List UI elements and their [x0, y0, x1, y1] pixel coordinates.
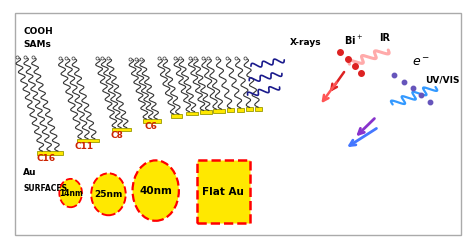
Text: IR: IR [379, 33, 390, 43]
Bar [237, 108, 244, 112]
Bar [197, 160, 250, 223]
Bar [246, 107, 253, 111]
Text: X-rays: X-rays [290, 38, 321, 47]
Bar [213, 109, 225, 113]
Text: $e^-$: $e^-$ [412, 56, 430, 69]
Text: Bi$^+$: Bi$^+$ [344, 34, 364, 47]
Text: UV/VIS: UV/VIS [425, 76, 460, 85]
Text: Flat Au: Flat Au [202, 186, 244, 197]
Bar [171, 114, 182, 118]
Text: COOH: COOH [23, 27, 53, 36]
Text: SURFACES: SURFACES [23, 184, 67, 193]
Text: C16: C16 [36, 154, 55, 163]
Bar [37, 151, 64, 155]
Bar [228, 108, 235, 112]
Text: Au: Au [23, 168, 37, 177]
Bar [255, 107, 262, 111]
Text: C8: C8 [111, 131, 124, 140]
Text: C11: C11 [75, 142, 94, 151]
Bar [143, 119, 161, 123]
Bar [186, 112, 198, 115]
Bar [112, 128, 131, 131]
Text: C6: C6 [145, 122, 157, 131]
Ellipse shape [91, 173, 126, 215]
Ellipse shape [133, 160, 179, 221]
Bar [77, 139, 100, 143]
Ellipse shape [59, 179, 82, 207]
Bar [201, 110, 212, 114]
Text: 25nm: 25nm [94, 190, 123, 199]
Text: 14nm: 14nm [59, 188, 82, 198]
Text: 40nm: 40nm [139, 186, 172, 196]
Text: SAMs: SAMs [23, 40, 51, 49]
